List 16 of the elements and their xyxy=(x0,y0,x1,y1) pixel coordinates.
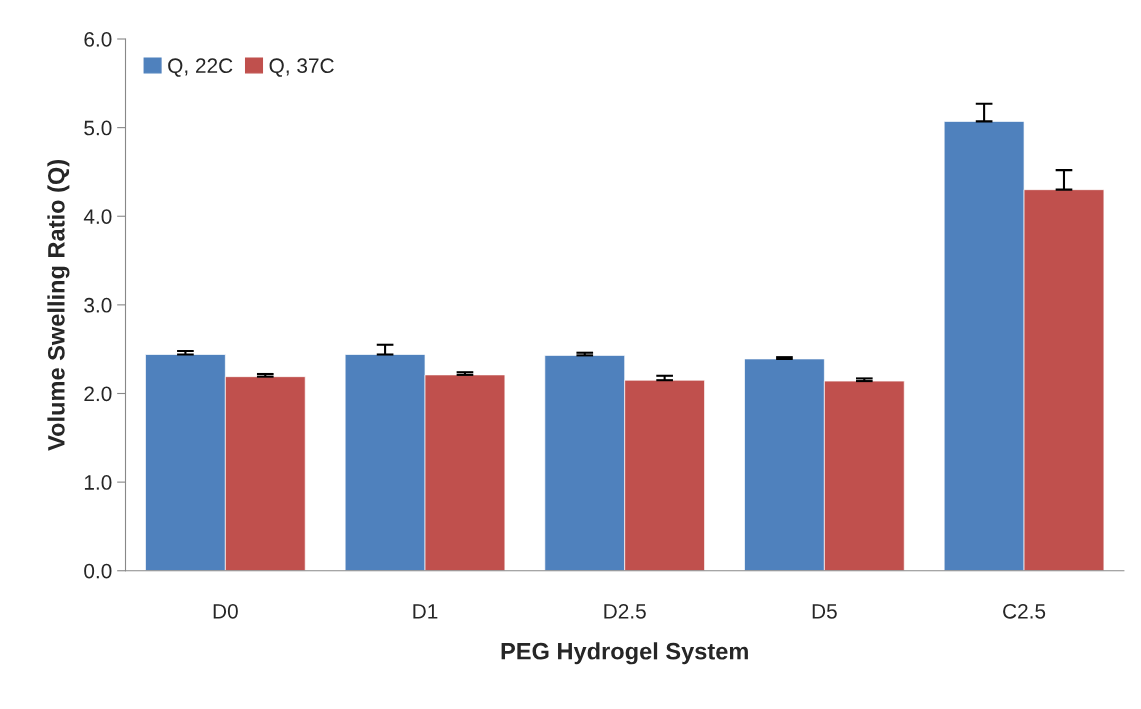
legend-label: Q, 22C xyxy=(168,58,233,77)
y-tick-label: 1.0 xyxy=(84,475,112,490)
x-axis-title: PEG Hydrogel System xyxy=(501,642,748,665)
x-tick-label: D0 xyxy=(213,603,238,619)
y-tick-label: 4.0 xyxy=(83,209,112,224)
x-tick-label: D5 xyxy=(812,604,837,619)
y-tick-label: 3.0 xyxy=(84,297,112,313)
x-tick-label: C2.5 xyxy=(1003,603,1046,619)
y-tick-label: 6.0 xyxy=(84,32,112,47)
legend-label: Q, 37C xyxy=(269,58,334,77)
y-tick-label: 2.0 xyxy=(84,386,112,402)
y-tick-label: 5.0 xyxy=(84,120,112,136)
x-tick-label: D2.5 xyxy=(604,603,646,619)
y-axis-title: Volume Swelling Ratio (Q) xyxy=(47,159,70,451)
y-tick-label: 0.0 xyxy=(84,563,112,579)
x-tick-label: D1 xyxy=(413,604,438,619)
